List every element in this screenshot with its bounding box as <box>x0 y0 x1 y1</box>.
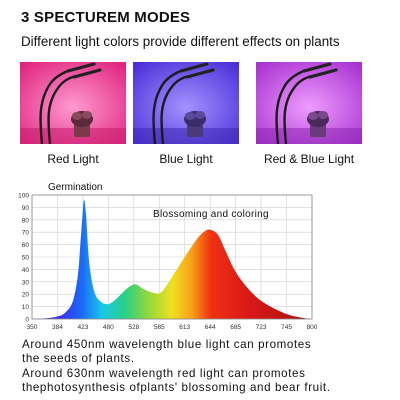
x-tick-label: 528 <box>128 324 139 331</box>
spectrum-area <box>32 199 312 319</box>
y-tick-label: 60 <box>22 242 30 249</box>
blue-light-caption: Blue Light <box>159 152 213 166</box>
germination-annotation: Germination <box>48 182 102 193</box>
y-tick-label: 90 <box>22 205 30 212</box>
y-tick-label: 80 <box>22 217 30 224</box>
x-tick-label: 685 <box>230 324 241 331</box>
red-light-photo <box>20 62 126 144</box>
x-tick-label: 480 <box>103 324 114 331</box>
y-tick-label: 0 <box>25 317 29 324</box>
blue-light-photo <box>133 62 239 144</box>
blossoming-annotation: Blossoming and coloring <box>153 209 269 220</box>
page-title: 3 SPECTUREM MODES <box>21 9 191 26</box>
y-tick-label: 20 <box>22 292 30 299</box>
y-tick-label: 100 <box>18 193 29 200</box>
red-blue-light-caption: Red & Blue Light <box>263 152 355 166</box>
y-tick-label: 70 <box>22 230 30 237</box>
x-tick-label: 745 <box>281 324 292 331</box>
x-tick-label: 723 <box>256 324 267 331</box>
description-line-2: the seeds of plants. <box>22 352 135 365</box>
red-blue-light-photo <box>256 62 362 144</box>
chart-frame <box>31 194 313 320</box>
x-tick-label: 423 <box>77 324 88 331</box>
spectrum-chart: 0 10 20 30 40 50 60 70 80 90 100 350 384 423 480 528 56… <box>0 176 400 336</box>
y-tick-label: 40 <box>22 267 30 274</box>
page-subtitle: Different light colors provide different… <box>21 34 340 49</box>
red-light-caption: Red Light <box>47 152 99 166</box>
x-tick-label: 384 <box>52 324 63 331</box>
x-tick-label: 350 <box>27 324 38 331</box>
description-line-1: Around 450nm wavelength blue light can p… <box>22 338 312 351</box>
x-tick-label: 644 <box>205 324 216 331</box>
x-tick-label: 565 <box>154 324 165 331</box>
y-tick-label: 30 <box>22 279 30 286</box>
description-line-3: Around 630nm wavelength red light can pr… <box>22 367 306 380</box>
description-line-4: thephotosynthesis ofplants' blossoming a… <box>22 381 331 394</box>
y-tick-label: 10 <box>22 304 30 311</box>
x-tick-label: 613 <box>179 324 190 331</box>
y-tick-label: 50 <box>22 255 30 262</box>
x-tick-label: 800 <box>307 324 318 331</box>
